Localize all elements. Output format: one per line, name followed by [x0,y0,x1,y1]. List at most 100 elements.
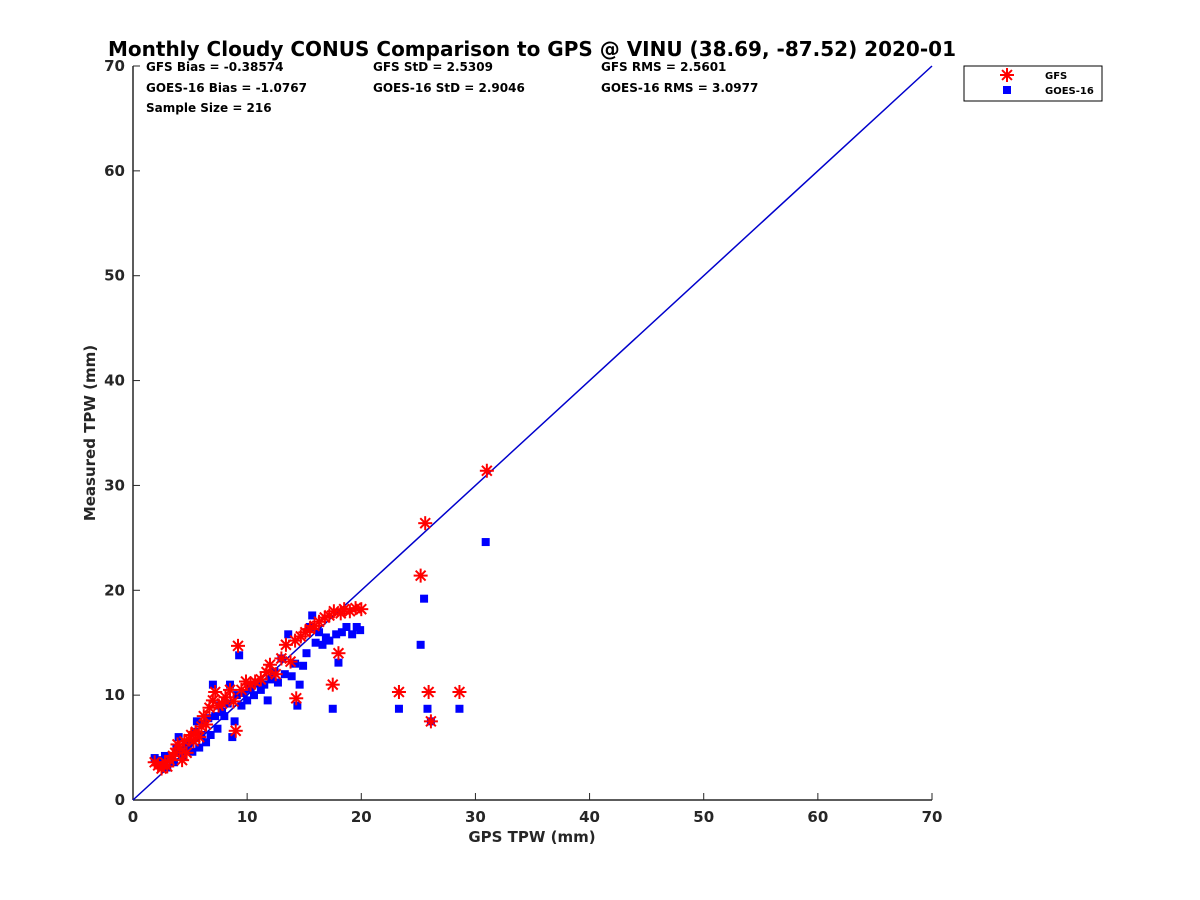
gfs-point [423,714,438,729]
goes16-point [291,659,300,668]
goes16-point [230,717,239,726]
legend-gfs-asterisk [1000,68,1014,82]
goes16-point [188,747,197,756]
legend-gfs-marker [1000,68,1014,82]
gfs-point [413,568,428,583]
y-tick-label: 50 [104,267,125,285]
x-tick-label: 30 [465,808,486,826]
legend-box [963,65,1103,102]
goes16-point [256,685,265,694]
goes16-point [206,730,215,739]
stats-panel: GFS Bias = -0.38574 GFS StD = 2.5309 GFS… [146,60,758,115]
gfs-point [177,734,192,749]
stat-sample-size: Sample Size = 216 [146,101,272,115]
x-tick-label: 50 [693,808,714,826]
stat-gfs-std: GFS StD = 2.5309 [373,60,493,74]
goes16-point [287,672,296,681]
axes [132,66,932,801]
goes16-point [235,651,244,660]
y-tick-label: 40 [104,372,125,390]
goes16-point [284,630,293,639]
stat-goes-rms: GOES-16 RMS = 3.0977 [601,81,758,95]
gfs-point [354,602,369,617]
ticks: 0 10 20 30 40 50 60 70 0 10 20 30 40 50 60 70 [104,57,942,826]
goes16-point [481,538,490,547]
x-tick-label: 70 [922,808,943,826]
goes16-point [295,680,304,689]
goes16-point [293,701,302,710]
stat-goes-std: GOES-16 StD = 2.9046 [373,81,525,95]
gfs-point [231,638,246,653]
y-tick-label: 70 [104,57,125,75]
gfs-point [331,646,346,661]
goes16-point [455,704,464,713]
goes16-point [315,628,324,637]
data-points [147,463,494,776]
legend: GFS GOES-16 [963,65,1103,102]
goes16-point [170,758,179,767]
y-tick-label: 0 [115,791,125,809]
chart-title: Monthly Cloudy CONUS Comparison to GPS @… [108,37,956,61]
goes16-point [394,704,403,713]
goes16-point [337,628,346,637]
gfs-point [226,694,241,709]
goes16-point [420,594,429,603]
goes16-point [308,611,317,620]
gfs-point [175,753,190,768]
y-axis-label: Measured TPW (mm) [81,345,99,521]
gfs-point [199,717,214,732]
y-tick-label: 30 [104,476,125,494]
x-tick-label: 40 [579,808,600,826]
legend-goes16-marker [1003,86,1011,94]
goes16-point [263,696,272,705]
gfs-point [479,463,494,478]
legend-label-goes16: GOES-16 [1045,86,1094,97]
goes16-point [348,630,357,639]
gfs-point [196,709,211,724]
goes16-point [211,712,220,721]
goes16-point [208,680,217,689]
goes16-point [237,701,246,710]
goes16-point [273,678,282,687]
gfs-point [283,654,298,669]
goes16-point [202,738,211,747]
goes16-point [172,743,181,752]
y-tick-label: 20 [104,581,125,599]
gfs-point [418,516,433,531]
goes16-point [174,733,183,742]
goes16-point [260,680,269,689]
goes16-point [195,743,204,752]
stat-gfs-rms: GFS RMS = 2.5601 [601,60,726,74]
gfs-point [452,684,467,699]
goes16-point [416,640,425,649]
gfs-point [391,684,406,699]
goes16-point [228,733,237,742]
goes16-point [423,704,432,713]
goes16-point [299,661,308,670]
stat-gfs-bias: GFS Bias = -0.38574 [146,60,283,74]
y-tick-label: 10 [104,686,125,704]
goes16-point [220,712,229,721]
goes16-point [342,622,351,631]
x-tick-label: 0 [128,808,138,826]
goes16-point [204,714,213,723]
gfs-point [228,723,243,738]
gfs-point [289,691,304,706]
gfs-point [262,657,277,672]
goes16-point [183,745,192,754]
goes16-point [186,738,195,747]
x-tick-label: 10 [237,808,258,826]
stat-goes-bias: GOES-16 Bias = -1.0767 [146,81,307,95]
goes16-point [302,649,311,658]
y-tick-label: 60 [104,162,125,180]
goes16-point [356,626,365,635]
goes16-point [218,707,227,716]
gfs-point [325,677,340,692]
goes16-point [213,724,222,733]
gfs-point [208,684,223,699]
gfs-point [192,730,207,745]
goes16-point [181,741,190,750]
x-tick-label: 20 [351,808,372,826]
gfs-point [253,672,268,687]
